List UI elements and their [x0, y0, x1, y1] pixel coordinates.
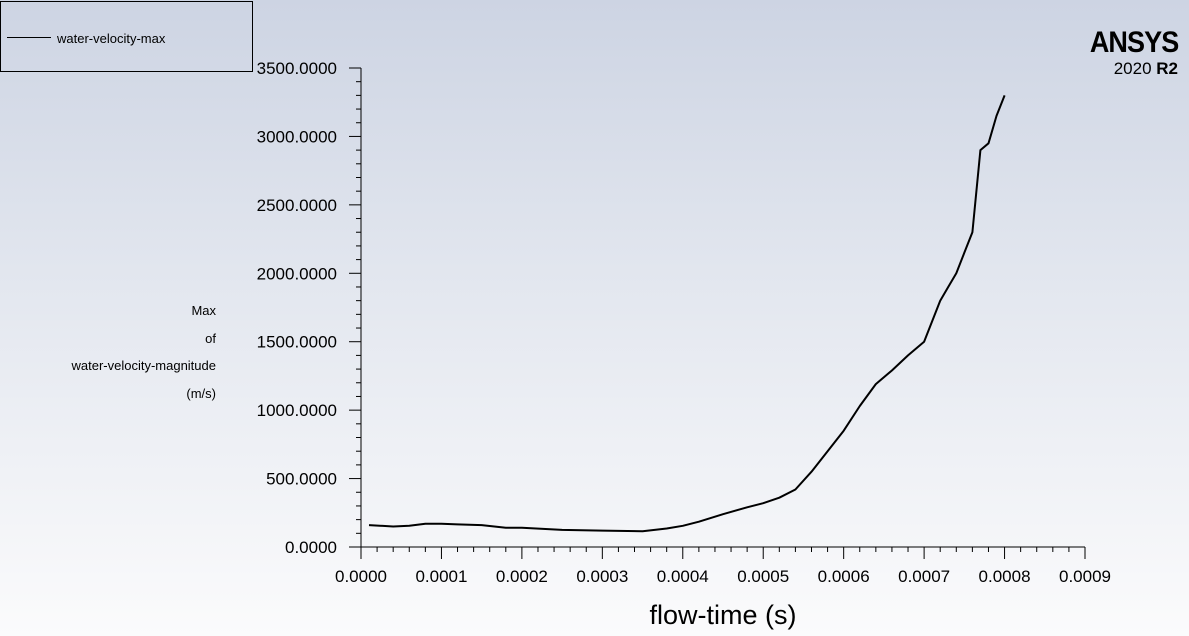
y-axis-label-line: of: [205, 330, 216, 346]
y-tick-label: 1000.0000: [257, 401, 337, 420]
x-tick-label: 0.0000: [335, 567, 387, 586]
y-tick-label: 0.0000: [285, 538, 337, 557]
y-tick-label: 3500.0000: [257, 59, 337, 78]
y-tick-label: 3000.0000: [257, 127, 337, 146]
x-tick-label: 0.0005: [737, 567, 789, 586]
chart-series: [368, 95, 1006, 533]
x-tick-label: 0.0004: [657, 567, 709, 586]
chart-legend[interactable]: water-velocity-max: [0, 1, 253, 72]
y-tick-label: 2500.0000: [257, 196, 337, 215]
legend-label: water-velocity-max: [57, 31, 166, 46]
x-tick-label: 0.0008: [979, 567, 1031, 586]
y-axis-label: Max of water-velocity-magnitude (m/s): [71, 297, 216, 407]
y-tick-label: 1500.0000: [257, 333, 337, 352]
legend-line-swatch: [7, 37, 51, 38]
y-axis-label-line: water-velocity-magnitude: [71, 358, 216, 373]
series-line-water-velocity-max: [368, 95, 1006, 533]
x-axis-label: flow-time (s): [650, 600, 797, 630]
brand-version: 2020 R2: [1080, 60, 1178, 78]
x-tick-label: 0.0002: [496, 567, 548, 586]
brand-version-year: 2020: [1113, 59, 1152, 78]
x-tick-label: 0.0007: [898, 567, 950, 586]
x-tick-label: 0.0009: [1059, 567, 1111, 586]
x-tick-label: 0.0003: [576, 567, 628, 586]
y-tick-label: 500.0000: [266, 470, 337, 489]
y-axis-label-line: (m/s): [186, 385, 216, 401]
ansys-logo: ANSYS 2020 R2: [1080, 26, 1178, 78]
chart-ticks: 0.0000 500.0000 1000.0000 1500.0000 2000.000…: [257, 59, 1111, 586]
y-axis-label-line: Max: [191, 303, 216, 318]
brand-name: ANSYS: [1089, 26, 1178, 59]
x-tick-label: 0.0001: [415, 567, 467, 586]
brand-release: R2: [1156, 59, 1178, 78]
x-tick-label: 0.0006: [818, 567, 870, 586]
chart-axes: [360, 68, 1085, 548]
y-tick-label: 2000.0000: [257, 264, 337, 283]
